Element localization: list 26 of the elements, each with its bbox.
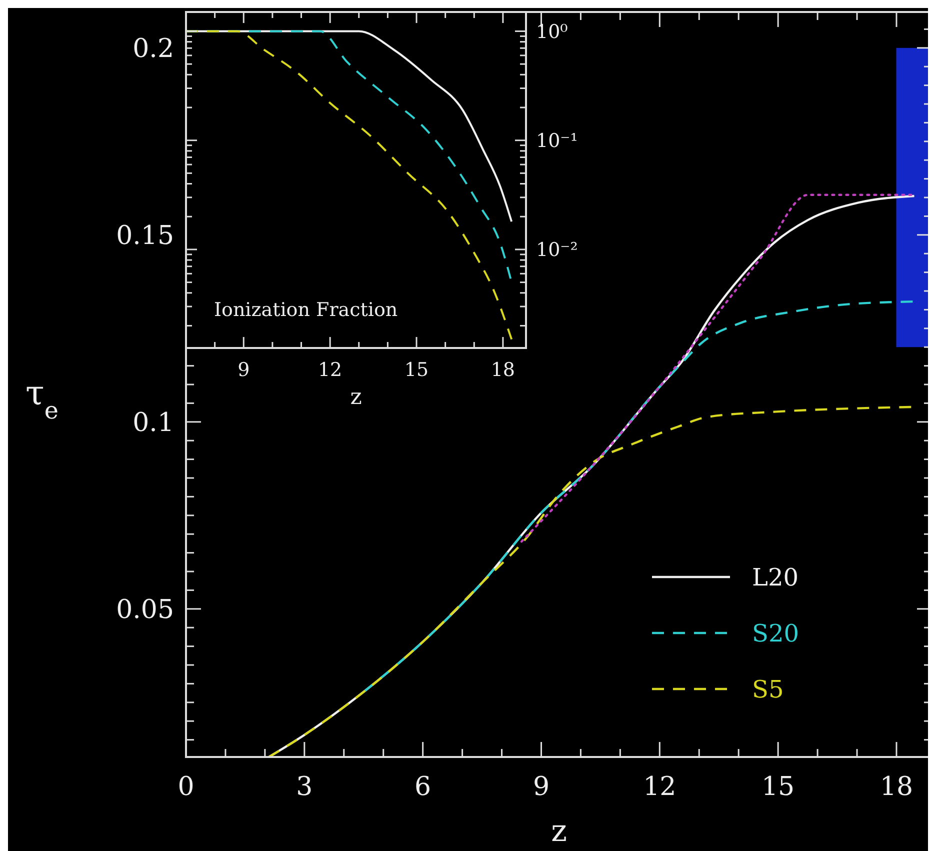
- x-tick-label: 9: [532, 772, 550, 802]
- y-tick-label: 0.15: [116, 221, 174, 251]
- y-tick-label: 10⁰: [536, 20, 568, 43]
- legend-label: L20: [752, 563, 798, 592]
- annotation: Ionization Fraction: [214, 299, 398, 321]
- y-tick-label: 0.2: [132, 34, 174, 64]
- y-axis-title: τ$_{e}$: [26, 374, 58, 424]
- x-axis-title: z: [551, 814, 567, 849]
- x-tick-label: 9: [238, 359, 250, 381]
- x-tick-label: 18: [880, 772, 914, 802]
- x-tick-label: 18: [490, 359, 516, 381]
- x-tick-label: 12: [318, 359, 342, 381]
- x-tick-label: 15: [404, 359, 429, 381]
- y-tick-label: 10⁻²: [536, 239, 578, 262]
- x-tick-label: 15: [762, 772, 795, 802]
- x-tick-label: 0: [178, 772, 194, 802]
- x-tick-label: 12: [643, 772, 676, 802]
- y-tick-label: 10⁻¹: [536, 130, 578, 152]
- line-series: [186, 30, 513, 340]
- legend-label: S20: [752, 619, 799, 648]
- x-tick-label: 6: [414, 772, 432, 802]
- x-axis-title: z: [350, 385, 362, 410]
- legend-label: S5: [752, 675, 784, 704]
- x-tick-label: 3: [296, 772, 313, 802]
- y-tick-label: 0.1: [132, 408, 174, 438]
- y-tick-label: 0.05: [116, 595, 174, 625]
